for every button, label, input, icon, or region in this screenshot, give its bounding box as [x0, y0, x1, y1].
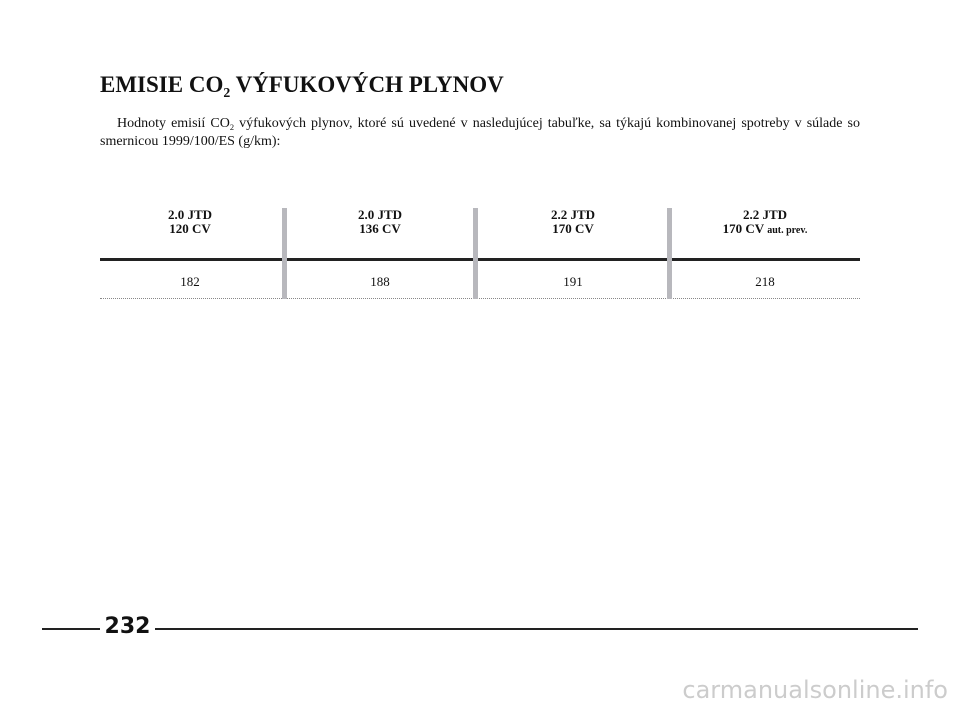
column-header: 2.2 JTD 170 CV aut. prev. — [670, 208, 860, 238]
intro-text: Hodnoty emisií CO — [117, 116, 230, 131]
header-text: 2.0 JTD — [167, 207, 213, 222]
intro: Hodnoty emisií CO2 výfukových plynov, kt… — [100, 115, 860, 151]
column-header: 2.0 JTD 120 CV — [95, 208, 285, 236]
cell: 182 — [180, 274, 200, 289]
header-text: 120 CV — [169, 221, 211, 236]
page-number: 232 — [104, 614, 151, 639]
rule — [100, 298, 860, 299]
column-header: 2.0 JTD 136 CV — [285, 208, 475, 236]
cell: 191 — [563, 274, 583, 289]
header-text: aut. prev. — [767, 225, 808, 236]
intro-sub: 2 — [229, 122, 235, 132]
rule — [155, 628, 918, 630]
header-text: 2.2 JTD — [742, 207, 788, 222]
header-text: 2.0 JTD — [357, 207, 403, 222]
cell: 188 — [370, 274, 390, 289]
header-text: 170 CV — [552, 221, 594, 236]
header-text: 136 CV — [359, 221, 401, 236]
header-text: 170 CV — [722, 221, 764, 236]
intro-text: výfukových plynov, ktoré sú uvedené v na… — [100, 116, 861, 149]
column-header: 2.2 JTD 170 CV — [478, 208, 668, 236]
rule — [100, 258, 860, 261]
cell: 218 — [755, 274, 775, 289]
title-text: EMISIE CO — [100, 72, 224, 97]
title: EMISIE CO2 VÝFUKOVÝCH PLYNOV — [100, 72, 504, 100]
separator — [667, 208, 672, 299]
separator — [473, 208, 478, 299]
title-sub: 2 — [223, 84, 231, 100]
header-text: 2.2 JTD — [550, 207, 596, 222]
title-text: VÝFUKOVÝCH PLYNOV — [230, 72, 504, 97]
rule — [42, 628, 100, 630]
separator — [282, 208, 287, 299]
watermark: carmanualsonline.info — [682, 676, 948, 704]
